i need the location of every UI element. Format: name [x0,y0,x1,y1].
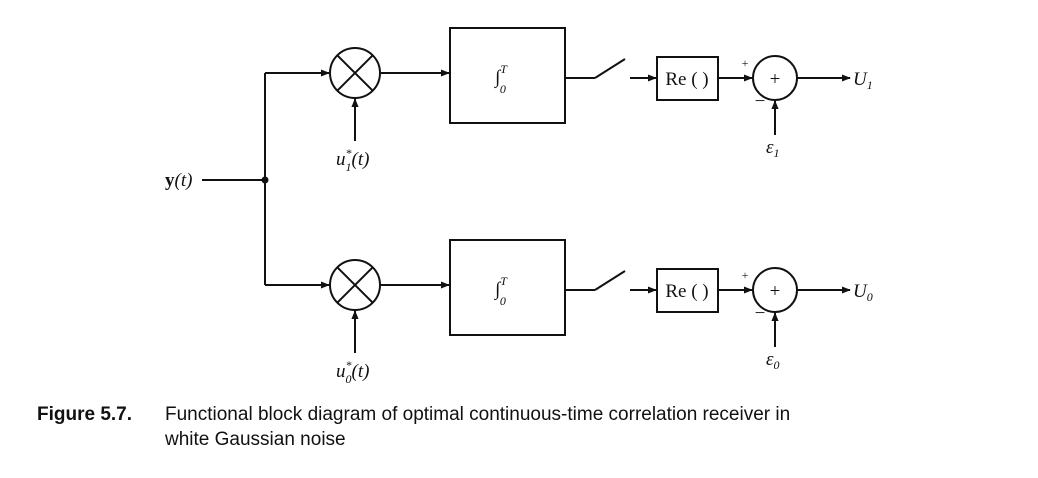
integrator-box [449,27,566,124]
plus-sign: + [742,268,749,282]
ref-sub: 0 [346,372,352,386]
int-lower: 0 [500,294,506,308]
re-label: Re ( ) [665,281,708,302]
out-base: U [853,69,868,90]
int-lower: 0 [500,82,506,96]
plus-sign: + [742,56,749,70]
output-label: U0 [853,281,873,304]
adder-sign: + [770,69,781,90]
out-base: U [853,281,868,302]
output-label: U1 [853,69,873,92]
integrator-box [449,239,566,336]
int-symbol: ∫ [494,279,502,301]
thr-base: ε [766,137,774,158]
minus-sign: − [755,303,766,324]
ref-arg: (t) [352,149,370,170]
int-upper: T [500,62,508,76]
ref-sub: 1 [346,160,352,174]
threshold-label: ε1 [766,137,780,160]
int-symbol: ∫ [494,67,502,89]
thr-sub: 1 [774,146,780,160]
ref-base: u [336,361,346,382]
out-sub: 0 [867,290,873,304]
reference-label: u* 0(t) [336,358,369,386]
switch-blade [594,270,626,291]
input-arg: (t) [175,170,193,191]
reference-label: u* 1(t) [336,146,369,174]
ref-sup: * [346,358,352,372]
threshold-label: ε0 [766,349,780,372]
re-label: Re ( ) [665,69,708,90]
caption-line: Functional block diagram of optimal cont… [165,404,790,425]
multiplier [329,47,381,99]
thr-sub: 0 [774,358,780,372]
multiplier [329,259,381,311]
adder-sign: + [770,281,781,302]
cross [336,54,374,92]
caption-label: Figure 5.7. [37,404,132,425]
input-label: y(t) [165,170,192,191]
integrator-label: ∫T 0 [494,62,508,96]
ref-base: u [336,149,346,170]
int-upper: T [500,274,508,288]
integrator-label: ∫T 0 [494,274,508,308]
switch-blade [594,58,626,79]
thr-base: ε [766,349,774,370]
cross [336,266,374,304]
ref-arg: (t) [352,361,370,382]
out-sub: 1 [867,78,873,92]
caption-line: white Gaussian noise [164,429,346,450]
minus-sign: − [755,91,766,112]
ref-sup: * [346,146,352,160]
input-base: y [165,170,175,191]
